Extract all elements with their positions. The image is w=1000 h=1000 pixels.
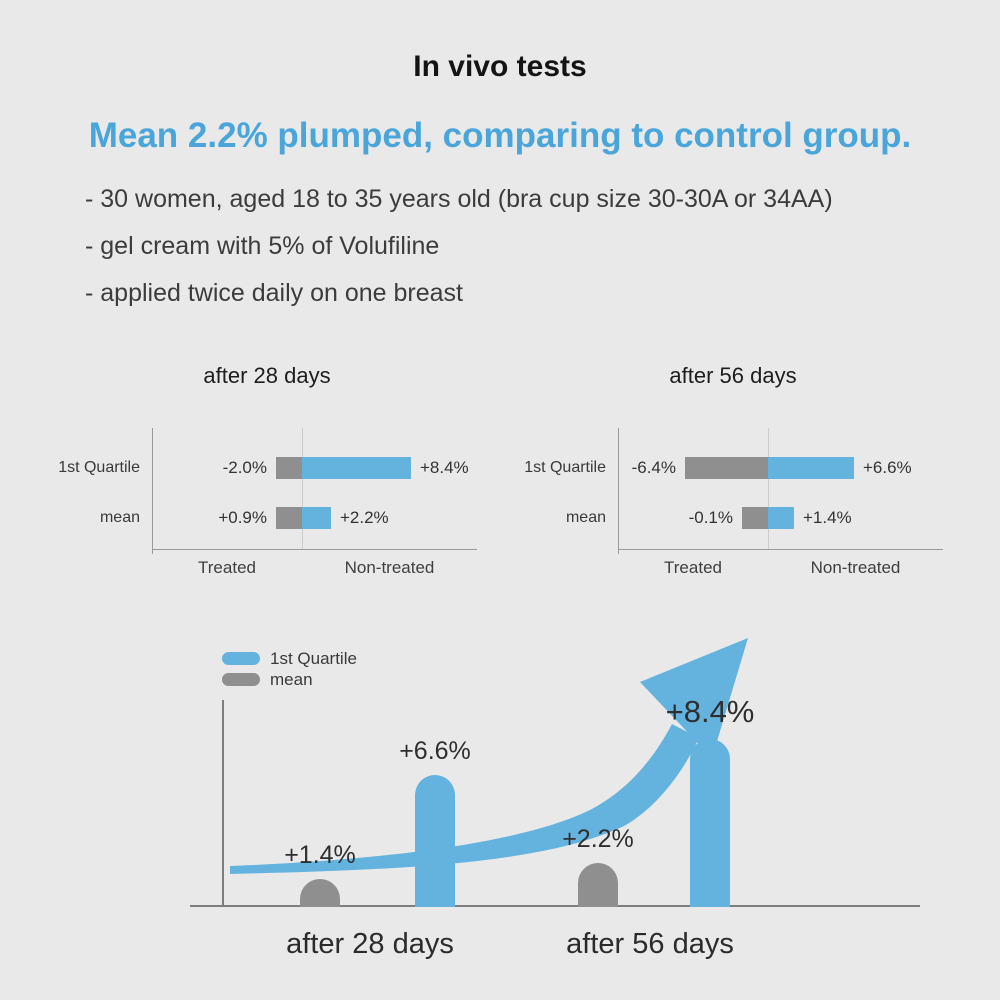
chart-after-56-days: after 56 days 1st Quartile -6.4% +6.6% bbox=[523, 362, 943, 578]
treated-label: Treated bbox=[198, 558, 256, 577]
non-treated-bar bbox=[302, 507, 331, 529]
mean-bar bbox=[300, 879, 340, 907]
non-treated-bar bbox=[302, 457, 411, 479]
bullet-item-3: - applied twice daily on one breast bbox=[85, 279, 464, 307]
bar-value-label: +1.4% bbox=[284, 841, 356, 869]
x-axis-group-labels: Treated Non-treated bbox=[618, 550, 943, 578]
row-label: mean bbox=[99, 509, 140, 526]
row-label: 1st Quartile bbox=[524, 459, 606, 476]
summary-growth-chart: 1st Quartile mean +1.4% +6.6% +2.2% +8.4 bbox=[0, 612, 1000, 980]
comparison-charts: after 28 days 1st Quartile -2.0% +8.4% bbox=[0, 362, 1000, 578]
row-label: mean bbox=[565, 509, 606, 526]
growth-arrow-graphic bbox=[230, 638, 748, 874]
legend-swatch-blue bbox=[222, 652, 260, 665]
zero-baseline bbox=[302, 428, 303, 549]
chart-title: after 28 days bbox=[203, 363, 331, 388]
x-axis-line bbox=[190, 905, 920, 907]
x-axis-group-labels: Treated Non-treated bbox=[152, 550, 477, 578]
chart-row-1st-quartile: 1st Quartile -2.0% +8.4% bbox=[57, 456, 477, 480]
row-label: 1st Quartile bbox=[58, 459, 140, 476]
treated-zone: -6.4% bbox=[618, 457, 768, 479]
zero-baseline bbox=[768, 428, 769, 549]
chart-legend: 1st Quartile mean bbox=[222, 648, 357, 690]
non-treated-label: Non-treated bbox=[810, 558, 901, 577]
treated-zone: -2.0% bbox=[152, 457, 302, 479]
treated-bar bbox=[276, 507, 302, 529]
non-treated-bar bbox=[768, 457, 854, 479]
bullet-item-1: - 30 women, aged 18 to 35 years old (bra… bbox=[85, 185, 833, 213]
chart-row-mean: mean +0.9% +2.2% bbox=[57, 506, 477, 530]
group-label-28-days: after 28 days bbox=[286, 928, 454, 960]
bar-value-label: +6.6% bbox=[399, 737, 471, 765]
bar-mean-56-days: +2.2% bbox=[538, 825, 658, 907]
chart-plot-area: 1st Quartile -6.4% +6.6% mean -0.1% bbox=[523, 428, 943, 554]
bar-value-label: +8.4% bbox=[665, 694, 755, 729]
bar-value-label: +6.6% bbox=[863, 458, 912, 477]
treated-zone: -0.1% bbox=[618, 507, 768, 529]
x-axis-line bbox=[152, 549, 477, 550]
bullet-item-2: - gel cream with 5% of Volufiline bbox=[85, 232, 440, 260]
y-axis-line bbox=[152, 428, 153, 554]
chart-row-mean: mean -0.1% +1.4% bbox=[523, 506, 943, 530]
bar-quartile-28-days: +6.6% bbox=[375, 737, 495, 907]
bar-mean-28-days: +1.4% bbox=[260, 841, 380, 907]
treated-bar bbox=[685, 457, 768, 479]
bar-value-label: -2.0% bbox=[222, 458, 267, 477]
growth-arrow-body bbox=[230, 724, 699, 874]
non-treated-zone: +2.2% bbox=[302, 507, 477, 529]
bar-quartile-56-days: +8.4% bbox=[650, 694, 770, 907]
chart-row-1st-quartile: 1st Quartile -6.4% +6.6% bbox=[523, 456, 943, 480]
chart-title: after 56 days bbox=[669, 363, 797, 388]
legend-item-1st-quartile: 1st Quartile bbox=[222, 648, 357, 669]
treated-zone: +0.9% bbox=[152, 507, 302, 529]
treated-bar bbox=[276, 457, 302, 479]
non-treated-zone: +6.6% bbox=[768, 457, 943, 479]
mean-bar bbox=[578, 863, 618, 907]
bar-value-label: +2.2% bbox=[340, 508, 389, 527]
quartile-bar bbox=[415, 775, 455, 907]
y-axis-line bbox=[618, 428, 619, 554]
quartile-bar bbox=[690, 739, 730, 907]
treated-label: Treated bbox=[664, 558, 722, 577]
page-subtitle: Mean 2.2% plumped, comparing to control … bbox=[88, 116, 912, 155]
bar-value-label: +0.9% bbox=[218, 508, 267, 527]
bar-value-label: -0.1% bbox=[688, 508, 733, 527]
legend-label: mean bbox=[270, 669, 313, 689]
chart-plot-area: 1st Quartile -2.0% +8.4% mean +0.9% bbox=[57, 428, 477, 554]
bullet-list: - 30 women, aged 18 to 35 years old (bra… bbox=[85, 184, 945, 325]
y-axis-line bbox=[222, 700, 224, 907]
x-axis-line bbox=[618, 549, 943, 550]
page-title: In vivo tests bbox=[413, 50, 587, 83]
non-treated-zone: +1.4% bbox=[768, 507, 943, 529]
non-treated-zone: +8.4% bbox=[302, 457, 477, 479]
chart-after-28-days: after 28 days 1st Quartile -2.0% +8.4% bbox=[57, 362, 477, 578]
legend-label: 1st Quartile bbox=[270, 648, 357, 668]
legend-swatch-gray bbox=[222, 673, 260, 686]
bar-value-label: +1.4% bbox=[803, 508, 852, 527]
non-treated-bar bbox=[768, 507, 794, 529]
bar-value-label: +8.4% bbox=[420, 458, 469, 477]
growth-arrow-head bbox=[640, 638, 748, 758]
bar-value-label: +2.2% bbox=[562, 825, 634, 853]
legend-item-mean: mean bbox=[222, 669, 357, 690]
bar-value-label: -6.4% bbox=[631, 458, 676, 477]
group-label-56-days: after 56 days bbox=[566, 928, 734, 960]
treated-bar bbox=[742, 507, 768, 529]
non-treated-label: Non-treated bbox=[344, 558, 435, 577]
